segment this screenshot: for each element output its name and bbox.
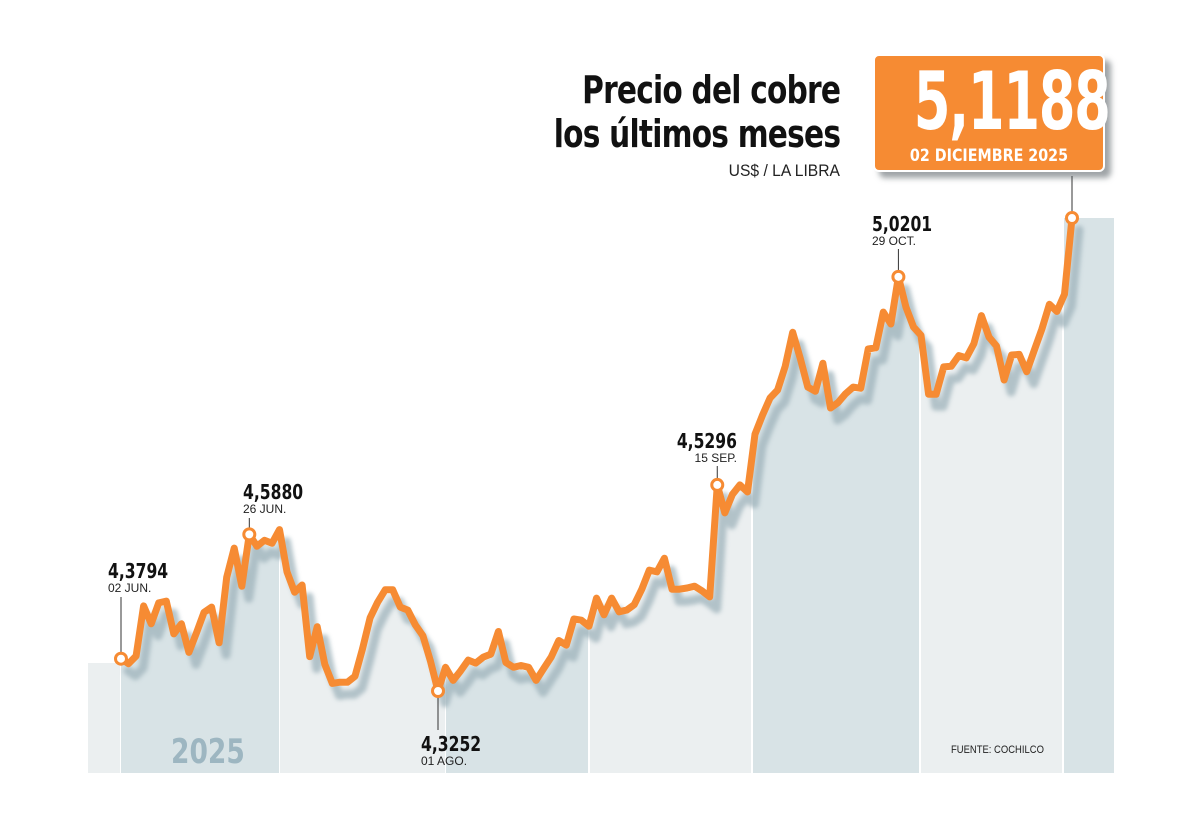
- annotation-value: 4,3794: [108, 560, 168, 583]
- chart-title: Precio del cobre los últimos meses: [553, 68, 841, 156]
- marker-jun02: [114, 651, 128, 666]
- marker-oct29: [891, 269, 906, 284]
- month-bands: [88, 218, 1114, 773]
- month-band-november: [921, 222, 1062, 773]
- annotation-value: 4,5296: [677, 430, 737, 453]
- annotation-sep15: 4,5296 15 SEP.: [677, 430, 737, 465]
- annotation-date: 26 JUN.: [243, 502, 286, 516]
- title-line-2: los últimos meses: [553, 112, 841, 156]
- annotation-jun02: 4,3794 02 JUN.: [108, 560, 168, 595]
- marker-sep15: [710, 477, 725, 492]
- month-band-pre-june: [88, 663, 120, 773]
- marker-dic02: [1065, 210, 1079, 225]
- annotation-leaders: [120, 176, 1073, 730]
- annotation-ago01: 4,3252 01 AGO.: [421, 733, 481, 768]
- latest-price-value: 5,1188: [913, 55, 1111, 148]
- title-line-1: Precio del cobre: [581, 68, 841, 112]
- source-label: FUENTE: COCHILCO: [951, 744, 1044, 756]
- annotation-jun26: 4,5880 26 JUN.: [243, 481, 303, 516]
- annotation-value: 4,5880: [243, 481, 303, 504]
- annotation-date: 01 AGO.: [421, 754, 467, 768]
- annotation-value: 5,0201: [872, 213, 932, 236]
- latest-price-date: 02 DICIEMBRE 2025: [909, 146, 1069, 166]
- annotation-value: 4,3252: [421, 733, 481, 756]
- annotation-date: 15 SEP.: [695, 451, 737, 465]
- annotation-date: 02 JUN.: [108, 581, 151, 595]
- unit-label: US$ / LA LIBRA: [728, 161, 840, 180]
- annotation-date: 29 OCT.: [872, 234, 916, 248]
- marker-jun26: [242, 527, 257, 542]
- month-band-june: [121, 222, 279, 773]
- marker-ago01: [431, 684, 445, 698]
- annotation-oct29: 5,0201 29 OCT.: [872, 213, 932, 248]
- year-label: 2025: [171, 733, 245, 772]
- annotation-markers: [114, 210, 1079, 698]
- price-line: [117, 214, 1076, 695]
- latest-price-callout: 5,1188 02 DICIEMBRE 2025: [873, 54, 1111, 172]
